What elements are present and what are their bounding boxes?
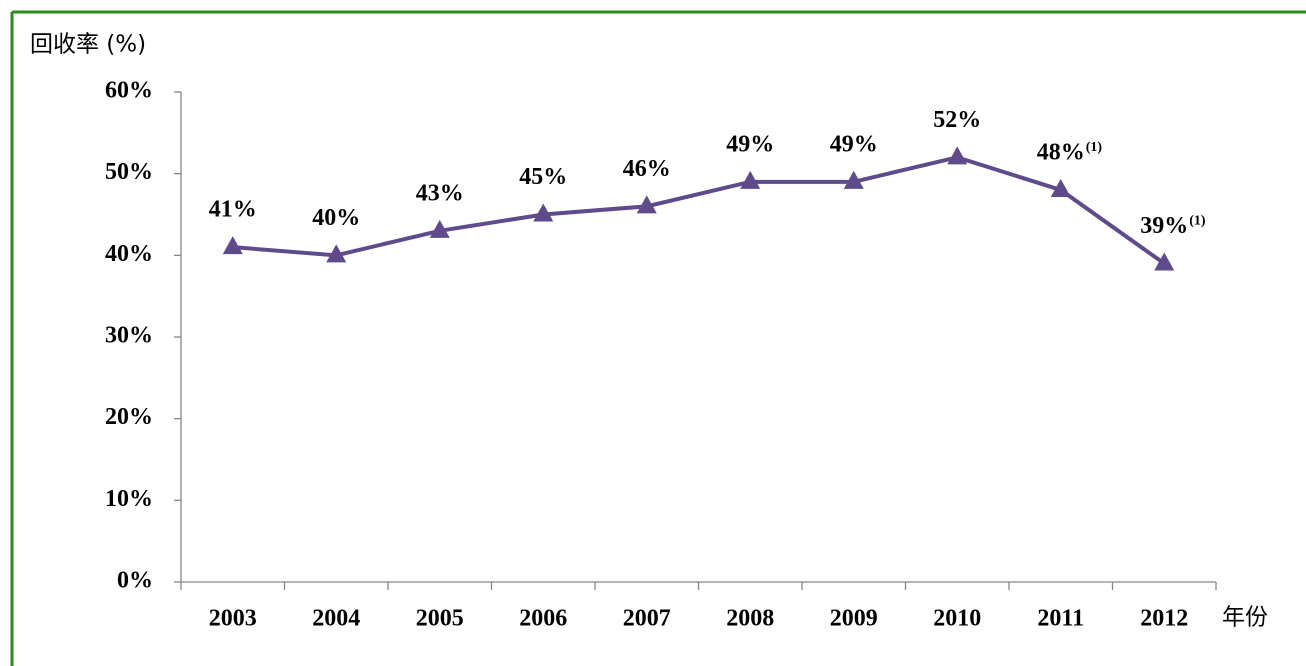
marker — [533, 203, 554, 222]
x-tick-label: 2010 — [933, 606, 981, 632]
data-label: 41% — [209, 197, 257, 223]
y-tick-label: 30% — [105, 323, 153, 349]
data-label: 45% — [519, 164, 567, 190]
data-label: 49% — [830, 131, 878, 157]
x-tick-label: 2008 — [726, 606, 774, 632]
x-tick-label: 2004 — [312, 606, 360, 632]
data-label: 48% — [1037, 140, 1085, 166]
marker — [947, 146, 968, 165]
x-tick-label: 2003 — [209, 606, 257, 632]
marker — [1154, 252, 1175, 271]
y-axis-title: 回收率 (%) — [30, 32, 146, 58]
x-tick-label: 2006 — [519, 606, 567, 632]
x-axis-title: 年份 — [1222, 605, 1268, 631]
y-tick-label: 60% — [105, 78, 153, 104]
data-line — [232, 155, 1166, 266]
data-label: 46% — [623, 156, 671, 182]
x-tick-label: 2005 — [416, 606, 464, 632]
marker — [222, 236, 243, 255]
data-label-note: (1) — [1189, 214, 1206, 229]
y-tick-label: 20% — [105, 404, 153, 430]
marker — [429, 219, 450, 238]
y-tick-label: 0% — [117, 568, 153, 594]
x-tick-label: 2011 — [1037, 606, 1084, 632]
data-label: 43% — [416, 180, 464, 206]
marker — [1050, 179, 1071, 197]
y-tick-label: 40% — [105, 241, 153, 267]
marker — [843, 170, 864, 189]
data-label: 40% — [312, 205, 360, 231]
x-tick-label: 2012 — [1140, 606, 1188, 632]
data-label-note: (1) — [1086, 140, 1103, 155]
x-tick-label: 2007 — [623, 606, 671, 632]
data-label: 39% — [1140, 213, 1188, 239]
y-tick-label: 10% — [105, 486, 153, 512]
y-tick-label: 50% — [105, 159, 153, 185]
data-label: 49% — [726, 131, 774, 157]
data-label: 52% — [933, 107, 981, 133]
marker — [636, 195, 657, 214]
marker — [326, 244, 347, 263]
x-tick-label: 2009 — [830, 606, 878, 632]
marker — [740, 170, 761, 189]
